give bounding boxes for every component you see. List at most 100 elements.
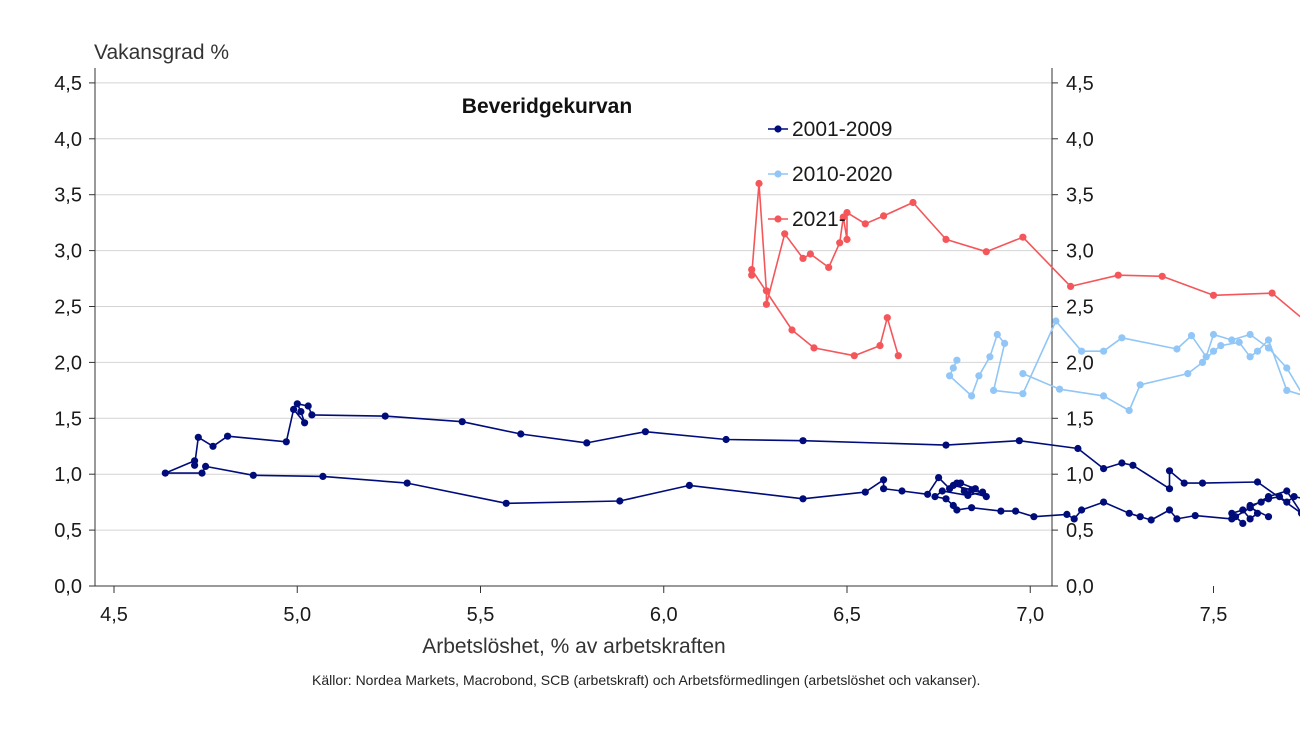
data-point — [1100, 498, 1108, 506]
data-point — [616, 497, 624, 505]
data-point — [1228, 515, 1236, 523]
data-point — [583, 439, 591, 447]
data-point — [1297, 510, 1300, 517]
gridlines — [89, 82, 1058, 587]
data-point — [1239, 506, 1247, 514]
data-point — [924, 490, 932, 498]
data-point — [806, 250, 815, 258]
series-2010-2020 — [946, 317, 1300, 415]
y-tick-label-left: 2,5 — [54, 297, 82, 319]
data-point — [1246, 353, 1254, 361]
y-tick-label-left: 3,0 — [54, 241, 82, 263]
data-point — [1158, 272, 1166, 280]
data-point — [1209, 291, 1218, 299]
data-point — [308, 411, 316, 419]
data-point — [1246, 330, 1254, 339]
data-point — [1228, 336, 1236, 344]
x-axis-title: Arbetslöshet, % av arbetskraften — [422, 635, 726, 658]
data-point — [949, 364, 957, 372]
data-point — [1078, 506, 1086, 514]
data-point — [1283, 364, 1291, 372]
data-point — [986, 353, 994, 361]
data-point — [1019, 233, 1027, 241]
y-tick-label-right: 4,5 — [1066, 73, 1094, 95]
series-line — [948, 320, 1300, 412]
data-point — [301, 419, 309, 427]
data-point — [1235, 338, 1243, 346]
data-point — [781, 230, 789, 238]
legend-label: 2021- — [792, 208, 846, 231]
data-point — [861, 220, 869, 228]
legend-item: 2021- — [768, 208, 846, 231]
data-point — [1165, 485, 1174, 493]
data-point — [1125, 509, 1133, 517]
data-point — [502, 499, 510, 507]
data-point — [224, 432, 232, 440]
data-point — [1264, 513, 1273, 521]
data-point — [799, 495, 807, 503]
data-point — [748, 271, 756, 279]
data-point — [942, 235, 950, 243]
data-point — [748, 266, 756, 274]
y-tick-label-left: 1,5 — [54, 408, 82, 430]
data-point — [403, 479, 411, 487]
data-point — [1147, 516, 1155, 524]
data-point — [1100, 465, 1108, 473]
data-point — [850, 352, 858, 360]
data-point — [1114, 271, 1122, 279]
data-point — [839, 213, 847, 221]
data-point — [968, 392, 976, 400]
data-point — [1165, 506, 1174, 514]
data-point — [1246, 515, 1254, 523]
y-tick-label-left: 1,0 — [54, 464, 82, 486]
data-point — [1100, 392, 1108, 400]
data-point — [517, 430, 525, 438]
legend-swatch-dot — [774, 125, 782, 133]
y-tick-label-right: 2,5 — [1066, 297, 1094, 319]
chart-title: Beveridgekurvan — [462, 95, 632, 118]
data-point — [1283, 487, 1291, 495]
data-point — [1217, 342, 1225, 350]
data-point — [931, 493, 939, 501]
data-point — [953, 506, 961, 514]
data-point — [1136, 381, 1144, 389]
x-tick-labels: 4,55,05,56,06,57,07,58,08,59,09,5 — [100, 586, 1227, 626]
series-group — [161, 179, 1300, 528]
data-point — [249, 471, 257, 479]
data-point — [1198, 358, 1207, 366]
data-point — [1283, 386, 1291, 394]
y-tick-label-left: 4,0 — [54, 129, 82, 151]
data-point — [979, 488, 987, 496]
data-point — [1078, 347, 1086, 355]
data-point — [1257, 498, 1265, 506]
axes — [94, 68, 1053, 587]
data-point — [1052, 317, 1060, 325]
data-point — [1264, 344, 1273, 352]
x-tick-label: 4,5 — [100, 604, 128, 626]
data-point — [381, 412, 389, 420]
data-point — [894, 352, 902, 360]
data-point — [161, 469, 169, 477]
data-point — [1246, 504, 1254, 512]
data-point — [909, 198, 917, 207]
data-point — [458, 418, 466, 426]
data-point — [202, 462, 210, 470]
data-point — [997, 507, 1005, 515]
data-point — [1012, 507, 1020, 515]
data-point — [685, 481, 694, 489]
data-point — [762, 287, 771, 295]
data-point — [1275, 493, 1284, 501]
y-tick-label-left: 4,5 — [54, 73, 82, 95]
legend-item: 2001-2009 — [768, 118, 892, 141]
data-point — [982, 248, 990, 256]
data-point — [843, 235, 851, 243]
y-tick-label-right: 3,5 — [1066, 185, 1094, 207]
x-tick-label: 5,0 — [283, 604, 311, 626]
data-point — [876, 342, 884, 350]
data-point — [946, 372, 954, 380]
data-point — [290, 405, 298, 413]
data-point — [949, 481, 957, 489]
data-point — [990, 386, 998, 394]
data-point — [297, 408, 305, 416]
